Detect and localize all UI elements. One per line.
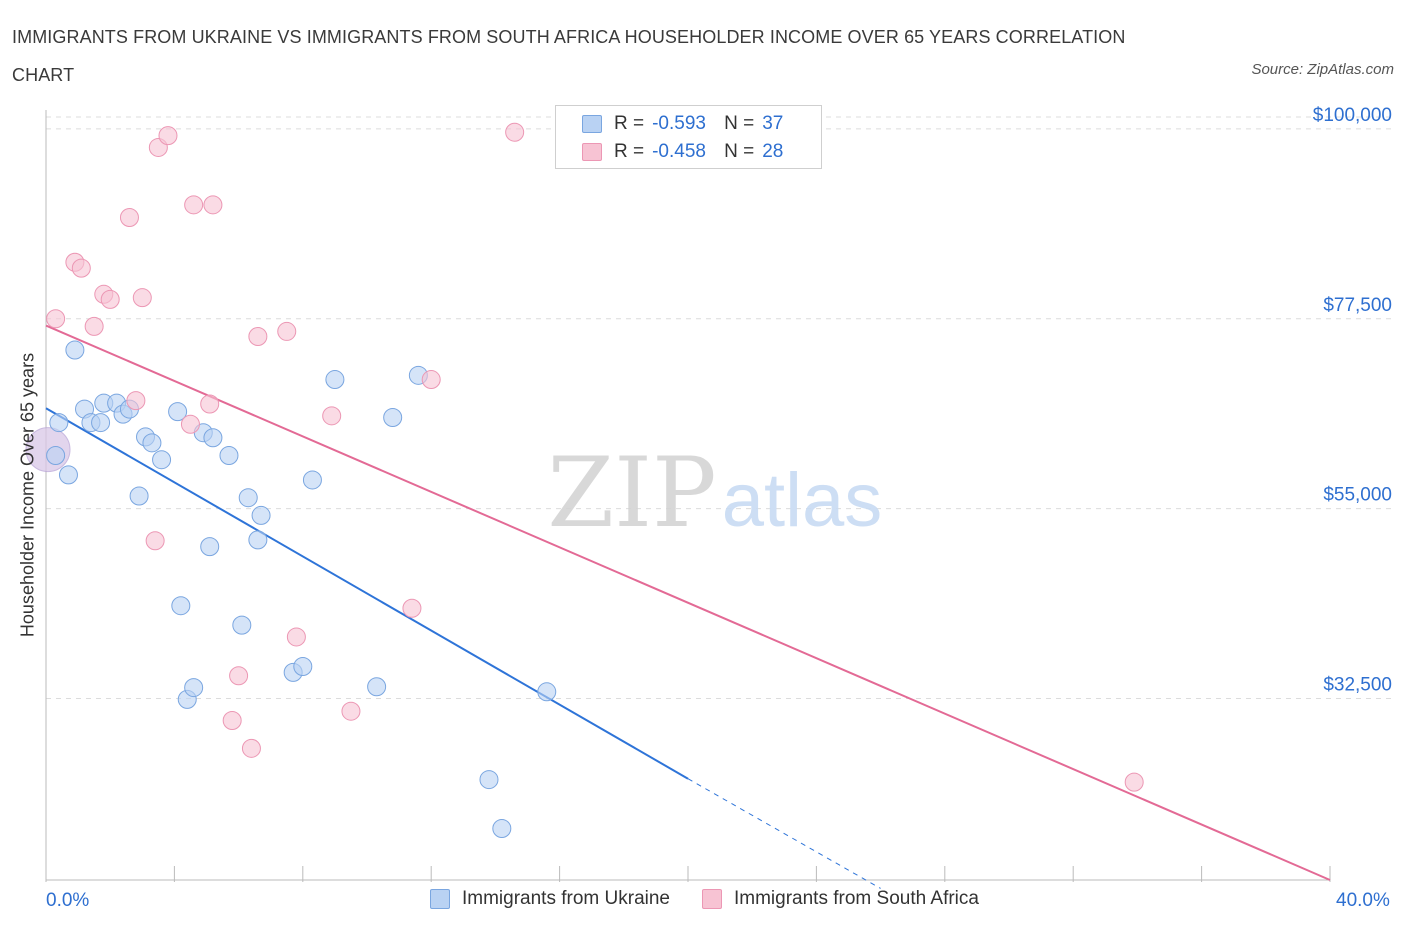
- point-ukraine: [200, 537, 220, 557]
- legend-r-value: -0.593: [652, 113, 706, 134]
- trend-line-south-africa: [45, 324, 1331, 881]
- series-legend-ukraine: Immigrants from Ukraine: [430, 888, 670, 910]
- point-south-africa: [132, 288, 152, 308]
- point-south-africa: [505, 122, 525, 142]
- legend-row-south-africa: R = -0.458 N = 28: [582, 140, 783, 164]
- point-ukraine: [129, 486, 149, 506]
- point-south-africa: [200, 394, 220, 414]
- source-label: Source: ZipAtlas.com: [1251, 61, 1394, 78]
- series-swatch-ukraine: [430, 889, 450, 909]
- point-south-africa: [341, 701, 361, 721]
- point-south-africa: [46, 309, 66, 329]
- legend-n-value: 37: [762, 113, 784, 134]
- y-tick-label: $100,000: [1313, 105, 1392, 126]
- point-ukraine: [91, 413, 111, 433]
- y-tick-label: $77,500: [1323, 295, 1392, 316]
- point-south-africa: [222, 710, 242, 730]
- point-south-africa: [180, 414, 200, 434]
- legend-r-label: R =: [614, 141, 645, 162]
- point-ukraine: [142, 433, 162, 453]
- point-ukraine: [251, 505, 271, 525]
- series-label-south-africa: Immigrants from South Africa: [734, 888, 979, 909]
- watermark-zip: ZIP: [547, 437, 716, 549]
- point-ukraine: [383, 408, 403, 428]
- point-ukraine: [171, 596, 191, 616]
- point-south-africa: [421, 370, 441, 390]
- point-south-africa: [241, 738, 261, 758]
- x-tick-label-max: 40.0%: [1336, 890, 1390, 911]
- point-south-africa: [71, 258, 91, 278]
- point-ukraine: [58, 465, 78, 485]
- point-ukraine: [492, 819, 512, 839]
- legend-swatch-ukraine: [582, 115, 602, 133]
- point-ukraine: [537, 682, 557, 702]
- y-axis-label: Householder Income Over 65 years: [17, 352, 38, 638]
- point-south-africa: [286, 627, 306, 647]
- point-south-africa: [402, 598, 422, 618]
- series-legend-south-africa: Immigrants from South Africa: [702, 888, 979, 910]
- point-ukraine: [232, 615, 252, 635]
- point-ukraine: [49, 413, 69, 433]
- point-ukraine: [46, 445, 66, 465]
- legend-row-ukraine: R = -0.593 N = 37: [582, 112, 783, 136]
- legend-swatch-south-africa: [582, 143, 602, 161]
- point-ukraine: [302, 470, 322, 490]
- legend-n-label: N =: [724, 113, 755, 134]
- point-ukraine: [219, 445, 239, 465]
- point-ukraine: [479, 770, 499, 790]
- y-tick-label: $55,000: [1323, 485, 1392, 506]
- point-south-africa: [84, 316, 104, 336]
- legend-r-label: R =: [614, 113, 645, 134]
- point-south-africa: [126, 391, 146, 411]
- watermark-atlas: atlas: [722, 458, 883, 543]
- series-legend: Immigrants from Ukraine Immigrants from …: [430, 888, 1011, 910]
- point-ukraine: [238, 488, 258, 508]
- legend: R = -0.593 N = 37 R = -0.458 N = 28: [555, 105, 822, 169]
- y-tick-label: $32,500: [1323, 675, 1392, 696]
- point-south-africa: [277, 321, 297, 341]
- point-south-africa: [322, 406, 342, 426]
- point-ukraine: [65, 340, 85, 360]
- point-south-africa: [248, 326, 268, 346]
- point-south-africa: [184, 195, 204, 215]
- legend-n-label: N =: [724, 141, 755, 162]
- point-ukraine: [293, 656, 313, 676]
- point-south-africa: [158, 126, 178, 146]
- x-tick-label-min: 0.0%: [46, 890, 90, 911]
- legend-r-value: -0.458: [652, 141, 706, 162]
- point-ukraine: [152, 450, 172, 470]
- series-swatch-south-africa: [702, 889, 722, 909]
- point-south-africa: [1124, 772, 1144, 792]
- point-ukraine: [367, 677, 387, 697]
- legend-n-value: 28: [762, 141, 784, 162]
- point-south-africa: [100, 289, 120, 309]
- point-south-africa: [145, 531, 165, 551]
- point-ukraine: [168, 402, 188, 422]
- point-ukraine: [203, 428, 223, 448]
- point-south-africa: [229, 666, 249, 686]
- trend-line-ukraine: [45, 407, 689, 780]
- point-south-africa: [119, 207, 139, 227]
- point-ukraine: [248, 530, 268, 550]
- point-south-africa: [203, 195, 223, 215]
- series-label-ukraine: Immigrants from Ukraine: [462, 888, 670, 909]
- point-ukraine: [325, 370, 345, 390]
- chart-title: IMMIGRANTS FROM UKRAINE VS IMMIGRANTS FR…: [12, 27, 1126, 85]
- trend-line-ukraine-extension: [687, 778, 881, 889]
- point-ukraine: [184, 678, 204, 698]
